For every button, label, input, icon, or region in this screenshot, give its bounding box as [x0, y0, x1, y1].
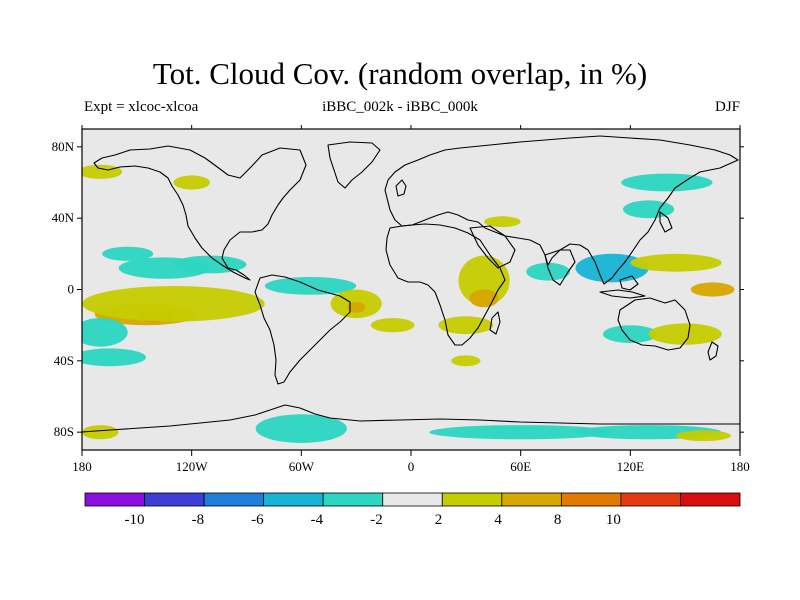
coast-australia — [617, 297, 691, 351]
anomaly-patch — [630, 253, 722, 272]
coast-africa — [385, 223, 506, 346]
x-tick-label: 0 — [408, 459, 415, 474]
anomaly-patch — [526, 262, 570, 281]
coast-indonesia — [599, 289, 646, 299]
anomaly-patch — [438, 316, 494, 335]
colorbar-label: -10 — [125, 512, 145, 528]
subtitle-label: iBBC_002k - iBBC_000k — [322, 99, 478, 115]
anomaly-patch — [676, 430, 731, 442]
colorbar-label: 10 — [606, 512, 621, 528]
anomaly-patch — [173, 175, 210, 190]
coast-south-america — [254, 274, 351, 385]
anomaly-patch — [484, 216, 521, 228]
colorbar-swatch — [560, 492, 622, 507]
colorbar-label: -2 — [370, 512, 383, 528]
y-tick-label: 80S — [54, 424, 74, 439]
colorbar-swatch — [680, 492, 741, 507]
colorbar-label: -4 — [311, 512, 324, 528]
coast-borneo — [619, 275, 639, 291]
y-tick-label: 40S — [54, 353, 74, 368]
coast-japan — [659, 211, 673, 233]
colorbar: -10 -8 -6 -4 -2 2 4 8 10 — [84, 492, 741, 528]
anomaly-patch — [451, 355, 481, 367]
colorbar-swatch — [144, 492, 205, 507]
anomaly-patch — [264, 277, 357, 295]
anomaly-patch — [82, 164, 123, 179]
coastlines — [82, 135, 740, 433]
colorbar-label: -6 — [251, 512, 264, 528]
anomaly-patch — [102, 246, 154, 261]
y-tick-label: 80N — [52, 139, 75, 154]
anomaly-patch — [173, 255, 247, 274]
x-tick-label: 180 — [730, 459, 750, 474]
y-tick-label: 40N — [52, 210, 75, 225]
anomaly-patch — [429, 425, 613, 440]
anomaly-patch — [347, 301, 366, 313]
coast-antarctica — [82, 404, 740, 433]
coast-arabia — [469, 225, 516, 269]
anomaly-patch — [82, 286, 265, 322]
colorbar-swatch — [322, 492, 384, 507]
anomaly-patch — [602, 325, 658, 343]
anomaly-patch — [690, 282, 735, 297]
map-axes: 180 120W 60W 0 60E 120E 180 80N 40N 0 40S 80S — [52, 125, 750, 474]
anomaly-patch — [623, 200, 675, 219]
anomaly-patch — [370, 318, 415, 333]
colorbar-swatch — [263, 492, 324, 507]
colorbar-label: 2 — [435, 512, 443, 528]
colorbar-swatch — [501, 492, 562, 507]
coast-eurasia — [384, 135, 739, 285]
coast-north-america — [93, 145, 307, 281]
x-tick-label: 120E — [617, 459, 645, 474]
season-label: DJF — [714, 99, 740, 115]
x-tick-label: 180 — [72, 459, 92, 474]
coast-nz — [707, 341, 719, 361]
y-tick-label: 0 — [68, 282, 75, 297]
coast-greenland — [327, 141, 381, 189]
anomaly-patch — [82, 348, 146, 367]
colorbar-label: 4 — [494, 512, 502, 528]
coast-india — [544, 249, 576, 286]
anomaly-contours — [82, 164, 735, 443]
colorbar-swatch — [84, 492, 145, 507]
coast-madagascar — [489, 311, 501, 335]
colorbar-label: -8 — [192, 512, 205, 528]
anomaly-patch — [648, 323, 722, 345]
colorbar-swatch — [382, 492, 443, 507]
colorbar-label: 8 — [554, 512, 562, 528]
x-tick-label: 60E — [510, 459, 531, 474]
anomaly-patch — [255, 414, 347, 443]
colorbar-swatch — [203, 492, 265, 507]
x-tick-label: 60W — [289, 459, 315, 474]
x-tick-label: 120W — [176, 459, 209, 474]
map-title: Tot. Cloud Cov. (random overlap, in %) — [152, 56, 648, 91]
experiment-label: Expt = xlcoc-xlcoa — [84, 99, 199, 115]
anomaly-patch — [82, 318, 128, 347]
anomaly-patch — [621, 173, 713, 192]
colorbar-swatch — [441, 492, 503, 507]
colorbar-swatch — [620, 492, 681, 507]
coast-uk — [395, 179, 407, 197]
anomaly-patch — [82, 425, 119, 440]
